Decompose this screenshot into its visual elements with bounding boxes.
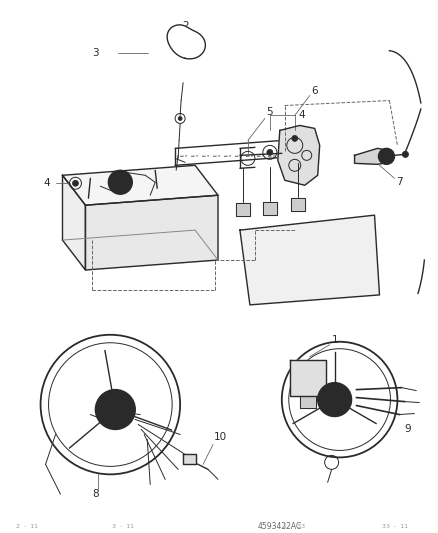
Polygon shape — [183, 455, 196, 464]
Text: 5: 5 — [266, 108, 272, 117]
Polygon shape — [235, 203, 249, 216]
Circle shape — [291, 135, 297, 141]
Circle shape — [378, 148, 394, 164]
Polygon shape — [167, 25, 205, 59]
Polygon shape — [262, 202, 276, 215]
Polygon shape — [85, 195, 218, 270]
Text: 4: 4 — [43, 178, 50, 188]
Text: 4593422AC: 4593422AC — [257, 522, 301, 531]
Text: 3  -  11: 3 - 11 — [112, 524, 134, 529]
Polygon shape — [290, 198, 304, 211]
Circle shape — [402, 151, 407, 157]
Polygon shape — [289, 360, 325, 395]
Circle shape — [381, 152, 389, 160]
Text: 7: 7 — [395, 177, 402, 187]
Circle shape — [178, 117, 182, 120]
Text: 1  -  33: 1 - 33 — [282, 524, 304, 529]
Polygon shape — [277, 125, 319, 185]
Polygon shape — [240, 215, 378, 305]
Circle shape — [113, 175, 127, 189]
Circle shape — [72, 180, 78, 186]
Text: 1: 1 — [331, 335, 337, 345]
Text: 10: 10 — [213, 432, 226, 442]
Circle shape — [105, 400, 125, 419]
Text: 2  -  11: 2 - 11 — [16, 524, 38, 529]
Text: 33  -  11: 33 - 11 — [381, 524, 406, 529]
Text: 3: 3 — [92, 47, 99, 58]
Circle shape — [317, 383, 351, 416]
Text: 8: 8 — [92, 489, 99, 499]
Text: 2: 2 — [181, 21, 188, 31]
Text: 9: 9 — [403, 424, 410, 434]
Circle shape — [108, 171, 132, 194]
Polygon shape — [62, 175, 85, 270]
Text: 6: 6 — [311, 86, 317, 95]
Polygon shape — [299, 395, 315, 408]
Circle shape — [266, 149, 272, 155]
Circle shape — [95, 390, 135, 430]
Circle shape — [117, 179, 123, 185]
Circle shape — [325, 391, 343, 409]
Text: 4: 4 — [298, 110, 304, 120]
Polygon shape — [354, 148, 389, 164]
Polygon shape — [62, 165, 218, 205]
